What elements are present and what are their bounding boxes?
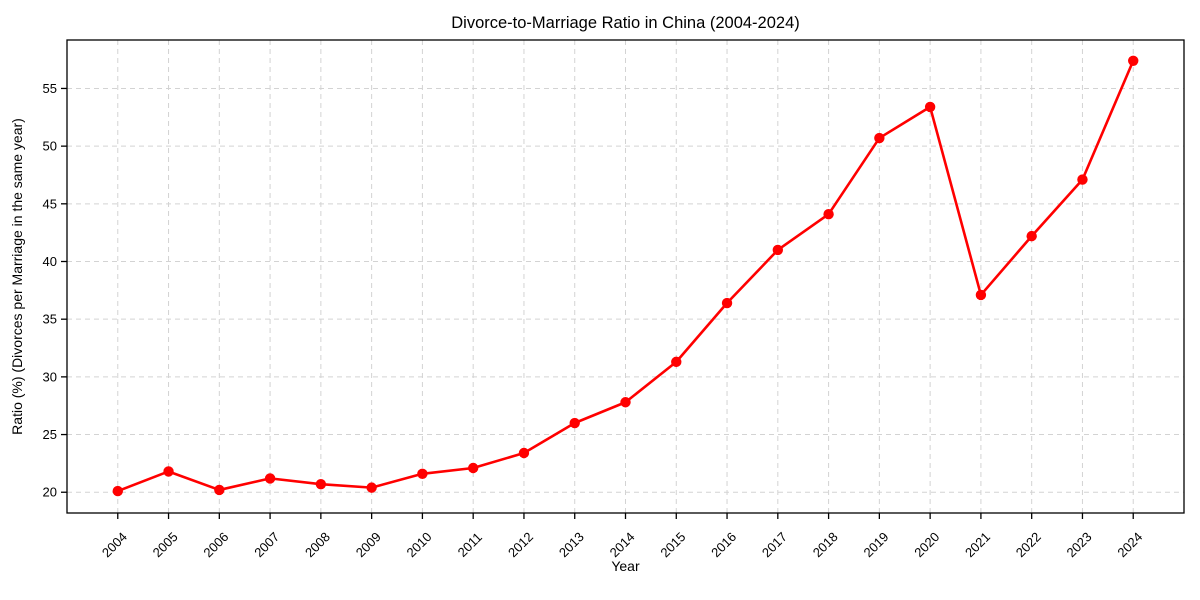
data-point: [1077, 174, 1088, 185]
y-tick-label: 45: [43, 196, 57, 211]
grid-layer: [67, 40, 1184, 513]
data-point: [975, 289, 987, 301]
data-point: [112, 485, 123, 497]
x-tick-label: 2006: [200, 529, 231, 560]
data-point: [264, 473, 276, 484]
data-point: [1026, 230, 1037, 242]
data-point: [721, 297, 733, 309]
data-point: [315, 478, 327, 490]
x-tick-label: 2014: [607, 529, 638, 560]
y-tick-label: 20: [43, 485, 57, 500]
y-tick-label: 40: [43, 254, 57, 269]
data-point: [366, 482, 377, 493]
x-tick-label: 2021: [962, 529, 993, 560]
x-tick-label: 2024: [1114, 529, 1145, 560]
axis-layer: 2004 2005 2006 2007 2008 2009 2010 2011 2012 2013…: [43, 39, 1185, 560]
y-tick-label: 50: [43, 139, 57, 154]
chart-title: Divorce-to-Marriage Ratio in China (2004…: [451, 14, 800, 32]
x-tick-label: 2009: [353, 529, 384, 560]
y-tick-label: 35: [43, 312, 57, 327]
data-point: [772, 244, 784, 256]
x-tick-label: 2020: [911, 529, 942, 560]
x-tick-label: 2017: [759, 529, 790, 560]
x-tick-label: 2016: [708, 529, 739, 560]
data-point: [823, 209, 834, 220]
x-tick-label: 2022: [1013, 529, 1044, 560]
x-tick-label: 2004: [99, 529, 130, 560]
x-tick-label: 2008: [302, 529, 333, 560]
x-tick-label: 2019: [860, 529, 891, 560]
x-tick-label: 2012: [505, 529, 536, 560]
data-point: [620, 397, 631, 408]
x-tick-label: 2007: [251, 529, 282, 560]
x-axis-title: Year: [611, 558, 640, 574]
data-point: [518, 447, 530, 459]
y-axis-title: Ratio (%) (Divorces per Marriage in the …: [9, 118, 25, 435]
data-point: [214, 484, 225, 496]
data-point: [1128, 55, 1139, 66]
x-tick-label: 2013: [556, 529, 587, 560]
x-tick-label: 2023: [1064, 529, 1095, 560]
x-tick-label: 2011: [455, 529, 485, 559]
data-point: [163, 466, 174, 477]
data-point: [671, 356, 682, 368]
data-point: [467, 462, 479, 474]
x-tick-label: 2005: [150, 529, 181, 560]
series-layer: [112, 55, 1139, 497]
x-tick-label: 2015: [657, 529, 688, 560]
y-tick-label: 55: [43, 81, 57, 96]
data-point: [417, 468, 428, 479]
x-tick-label: 2018: [810, 529, 841, 560]
y-tick-label: 25: [43, 427, 57, 442]
data-point: [924, 101, 936, 113]
data-point: [874, 132, 885, 144]
data-point: [569, 417, 580, 429]
x-tick-label: 2010: [404, 529, 435, 560]
y-tick-label: 30: [43, 369, 57, 384]
